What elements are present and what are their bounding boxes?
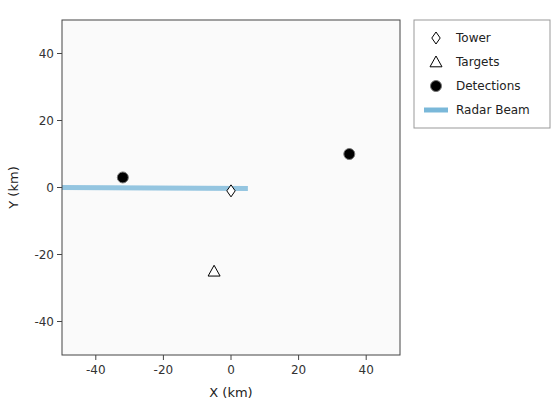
y-axis-label: Y (km) [6,166,21,209]
point [117,172,128,183]
legend-swatch [432,32,440,44]
x-tick [366,355,367,360]
legend: Tower Targets Detections Radar Beam [414,20,550,128]
x-tick [95,355,96,360]
y-tick-label: 0 [46,181,54,195]
plot-area [62,20,400,355]
legend-label: Radar Beam [456,103,530,117]
y-tick-label: -40 [34,315,54,329]
x-tick [163,355,164,360]
legend-label: Detections [456,79,521,93]
legend-swatch [431,81,442,92]
legend-label: Targets [455,55,499,69]
y-tick [57,254,62,255]
point [208,265,220,276]
y-tick-label: 20 [39,114,54,128]
beam-line [62,188,248,189]
data-layer [62,149,355,277]
y-tick [57,187,62,188]
x-axis-label: X (km) [209,385,252,400]
point [227,185,235,197]
x-tick-label: 20 [291,363,306,377]
x-tick-label: 0 [227,363,235,377]
x-tick-label: -20 [154,363,174,377]
point [344,149,355,160]
x-tick [298,355,299,360]
x-tick-label: 40 [359,363,374,377]
x-tick-label: -40 [86,363,106,377]
legend-swatch [424,108,448,113]
y-tick-label: -20 [34,248,54,262]
chart: -40-2002040-40-2002040X (km)Y (km)TowerT… [0,0,560,420]
y-tick [57,321,62,322]
y-tick [57,120,62,121]
legend-frame [414,20,550,128]
legend-label: Tower [455,31,491,45]
legend-swatch [430,56,442,67]
x-tick [231,355,232,360]
plot-frame [62,20,400,355]
y-tick-label: 40 [39,47,54,61]
y-tick [57,53,62,54]
